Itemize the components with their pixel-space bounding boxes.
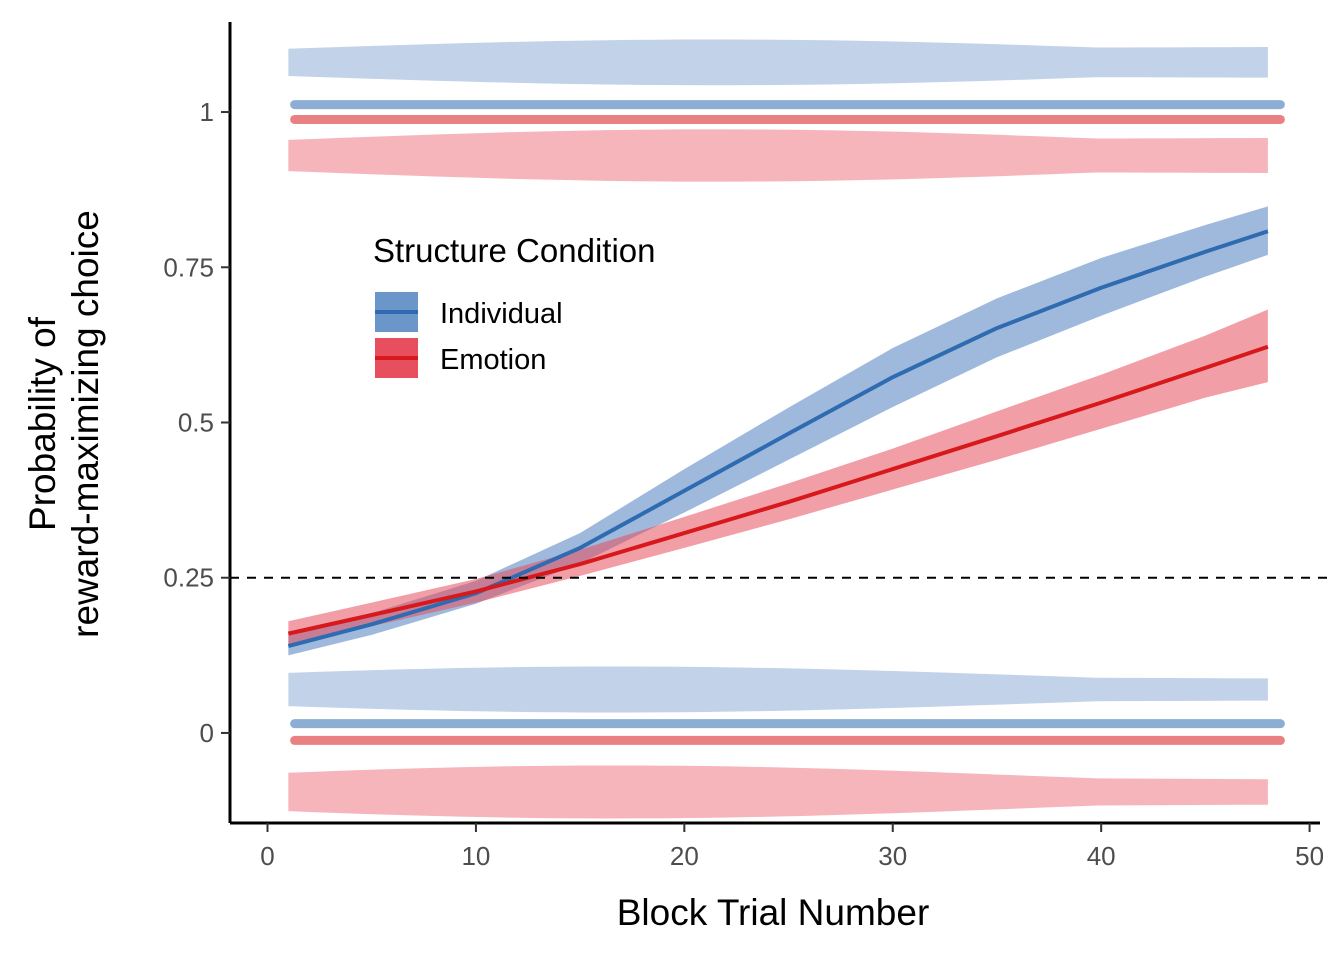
fit-line-emotion	[287, 344, 1269, 636]
legend: Structure Condition Individual Emotion	[373, 232, 655, 378]
legend-label-individual: Individual	[440, 298, 563, 330]
y-tick-label: 0.75	[163, 252, 214, 282]
axes-layer: 0 10 20 30 40 50 0 0.25 0.5 0.75 1	[163, 22, 1324, 871]
violin-individual-one	[288, 39, 1268, 86]
x-tick-label: 30	[878, 841, 907, 871]
raw-points-layer	[290, 100, 1285, 745]
x-tick-label: 50	[1295, 841, 1324, 871]
y-tick-label: 0.25	[163, 563, 214, 593]
y-axis-title-line-1: Probability of	[22, 316, 63, 531]
fit-lines-layer	[287, 229, 1269, 648]
violin-individual-zero	[288, 666, 1268, 713]
y-tick-label: 0	[200, 718, 214, 748]
y-axis-title-line-2: reward-maximizing choice	[65, 210, 106, 638]
x-tick-label: 20	[670, 841, 699, 871]
y-tick-label: 1	[200, 97, 214, 127]
violin-emotion-zero	[288, 765, 1268, 819]
legend-label-emotion: Emotion	[440, 344, 546, 376]
legend-title: Structure Condition	[373, 232, 655, 269]
y-tick-label: 0.5	[178, 408, 214, 438]
x-axis-title: Block Trial Number	[617, 892, 930, 933]
x-tick-label: 10	[461, 841, 490, 871]
fit-line-individual	[287, 229, 1269, 648]
x-tick-label: 0	[260, 841, 274, 871]
violin-emotion-one	[288, 129, 1268, 182]
x-tick-label: 40	[1087, 841, 1116, 871]
violin-layer	[288, 39, 1268, 819]
